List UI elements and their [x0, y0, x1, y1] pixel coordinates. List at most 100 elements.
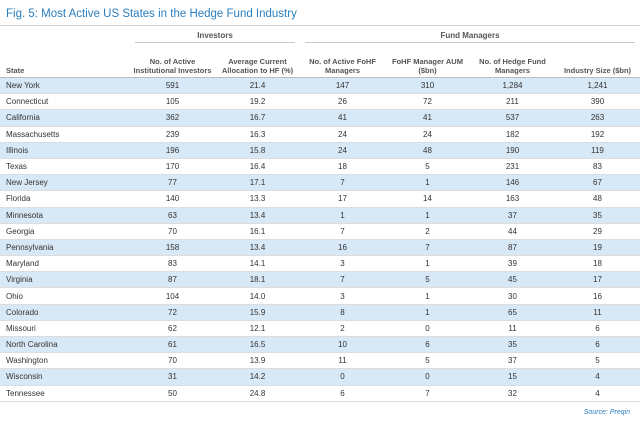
state-cell: North Carolina [0, 336, 130, 354]
institutional-investors-cell: 61 [130, 336, 215, 354]
table-row: Massachusetts 239 16.3 24 24 182 192 [0, 126, 640, 143]
fohf-aum-cell: 0 [385, 368, 470, 386]
fohf-aum-cell: 7 [385, 239, 470, 257]
hedge-fund-managers-cell: 211 [470, 93, 555, 111]
fohf-managers-cell: 26 [300, 93, 385, 111]
group-label-investors: Investors [197, 31, 233, 40]
industry-size-cell: 5 [555, 352, 640, 370]
hedge-fund-managers-cell: 182 [470, 126, 555, 143]
hedge-fund-managers-cell: 30 [470, 287, 555, 305]
industry-size-cell: 19 [555, 239, 640, 257]
table-row: Wisconsin 31 14.2 0 0 15 4 [0, 368, 640, 386]
state-cell: California [0, 109, 130, 127]
state-cell: Minnesota [0, 207, 130, 224]
industry-size-cell: 263 [555, 109, 640, 127]
state-cell: Wisconsin [0, 368, 130, 386]
column-header-institutional-investors: No. of Active Institutional Investors [130, 45, 215, 78]
table-body: New York 591 21.4 147 310 1,284 1,241 Connectic… [0, 77, 640, 402]
avg-allocation-cell: 13.9 [215, 352, 300, 370]
fohf-managers-cell: 18 [300, 158, 385, 176]
title-divider [0, 25, 640, 26]
avg-allocation-cell: 19.2 [215, 93, 300, 111]
avg-allocation-cell: 13.4 [215, 239, 300, 257]
group-label-fund-managers: Fund Managers [440, 31, 500, 40]
fohf-aum-cell: 1 [385, 287, 470, 305]
fohf-managers-cell: 1 [300, 207, 385, 224]
institutional-investors-cell: 70 [130, 223, 215, 240]
hedge-fund-managers-cell: 163 [470, 190, 555, 208]
institutional-investors-cell: 63 [130, 207, 215, 224]
state-cell: Virginia [0, 271, 130, 289]
hedge-fund-managers-cell: 15 [470, 368, 555, 386]
institutional-investors-cell: 50 [130, 385, 215, 402]
avg-allocation-cell: 14.1 [215, 255, 300, 273]
avg-allocation-cell: 14.2 [215, 368, 300, 386]
state-cell: Maryland [0, 255, 130, 273]
industry-size-cell: 18 [555, 255, 640, 273]
state-cell: Florida [0, 190, 130, 208]
state-cell: New Jersey [0, 174, 130, 192]
institutional-investors-cell: 72 [130, 304, 215, 321]
industry-size-cell: 119 [555, 142, 640, 159]
state-cell: Massachusetts [0, 126, 130, 143]
industry-size-cell: 35 [555, 207, 640, 224]
state-cell: Missouri [0, 320, 130, 338]
column-header-fohf-managers: No. of Active FoHF Managers [300, 45, 385, 78]
institutional-investors-cell: 77 [130, 174, 215, 192]
hedge-fund-managers-cell: 1,284 [470, 77, 555, 95]
fohf-managers-cell: 2 [300, 320, 385, 338]
avg-allocation-cell: 21.4 [215, 77, 300, 95]
institutional-investors-cell: 104 [130, 287, 215, 305]
industry-size-cell: 390 [555, 93, 640, 111]
institutional-investors-cell: 140 [130, 190, 215, 208]
avg-allocation-cell: 15.9 [215, 304, 300, 321]
hedge-fund-managers-cell: 11 [470, 320, 555, 338]
state-cell: Georgia [0, 223, 130, 240]
table-row: Colorado 72 15.9 8 1 65 11 [0, 304, 640, 321]
table-row: Minnesota 63 13.4 1 1 37 35 [0, 207, 640, 224]
fohf-managers-cell: 24 [300, 142, 385, 159]
fohf-managers-cell: 7 [300, 271, 385, 289]
fohf-aum-cell: 24 [385, 126, 470, 143]
fohf-managers-cell: 8 [300, 304, 385, 321]
group-line-investors [135, 42, 295, 43]
fohf-managers-cell: 0 [300, 368, 385, 386]
fohf-managers-cell: 16 [300, 239, 385, 257]
institutional-investors-cell: 239 [130, 126, 215, 143]
hedge-fund-managers-cell: 537 [470, 109, 555, 127]
table-row: Pennsylvania 158 13.4 16 7 87 19 [0, 239, 640, 257]
avg-allocation-cell: 16.7 [215, 109, 300, 127]
avg-allocation-cell: 18.1 [215, 271, 300, 289]
institutional-investors-cell: 83 [130, 255, 215, 273]
avg-allocation-cell: 15.8 [215, 142, 300, 159]
hedge-fund-managers-cell: 45 [470, 271, 555, 289]
fohf-managers-cell: 3 [300, 255, 385, 273]
industry-size-cell: 4 [555, 385, 640, 402]
industry-size-cell: 48 [555, 190, 640, 208]
state-cell: Pennsylvania [0, 239, 130, 257]
table-row: Georgia 70 16.1 7 2 44 29 [0, 223, 640, 240]
table-row: Tennessee 50 24.8 6 7 32 4 [0, 385, 640, 402]
hedge-fund-managers-cell: 39 [470, 255, 555, 273]
state-cell: Connecticut [0, 93, 130, 111]
avg-allocation-cell: 16.4 [215, 158, 300, 176]
avg-allocation-cell: 14.0 [215, 287, 300, 305]
institutional-investors-cell: 31 [130, 368, 215, 386]
hedge-fund-managers-cell: 146 [470, 174, 555, 192]
hedge-fund-managers-cell: 44 [470, 223, 555, 240]
fohf-aum-cell: 1 [385, 174, 470, 192]
fohf-aum-cell: 72 [385, 93, 470, 111]
fohf-aum-cell: 0 [385, 320, 470, 338]
hedge-fund-managers-cell: 65 [470, 304, 555, 321]
fohf-aum-cell: 7 [385, 385, 470, 402]
table-row: New Jersey 77 17.1 7 1 146 67 [0, 174, 640, 192]
hedge-fund-managers-cell: 87 [470, 239, 555, 257]
state-cell: Washington [0, 352, 130, 370]
avg-allocation-cell: 13.3 [215, 190, 300, 208]
institutional-investors-cell: 62 [130, 320, 215, 338]
fohf-aum-cell: 48 [385, 142, 470, 159]
column-header-state: State [0, 45, 130, 78]
fohf-aum-cell: 1 [385, 207, 470, 224]
column-header-avg-allocation: Average Current Allocation to HF (%) [215, 45, 300, 78]
table-row: Missouri 62 12.1 2 0 11 6 [0, 320, 640, 338]
